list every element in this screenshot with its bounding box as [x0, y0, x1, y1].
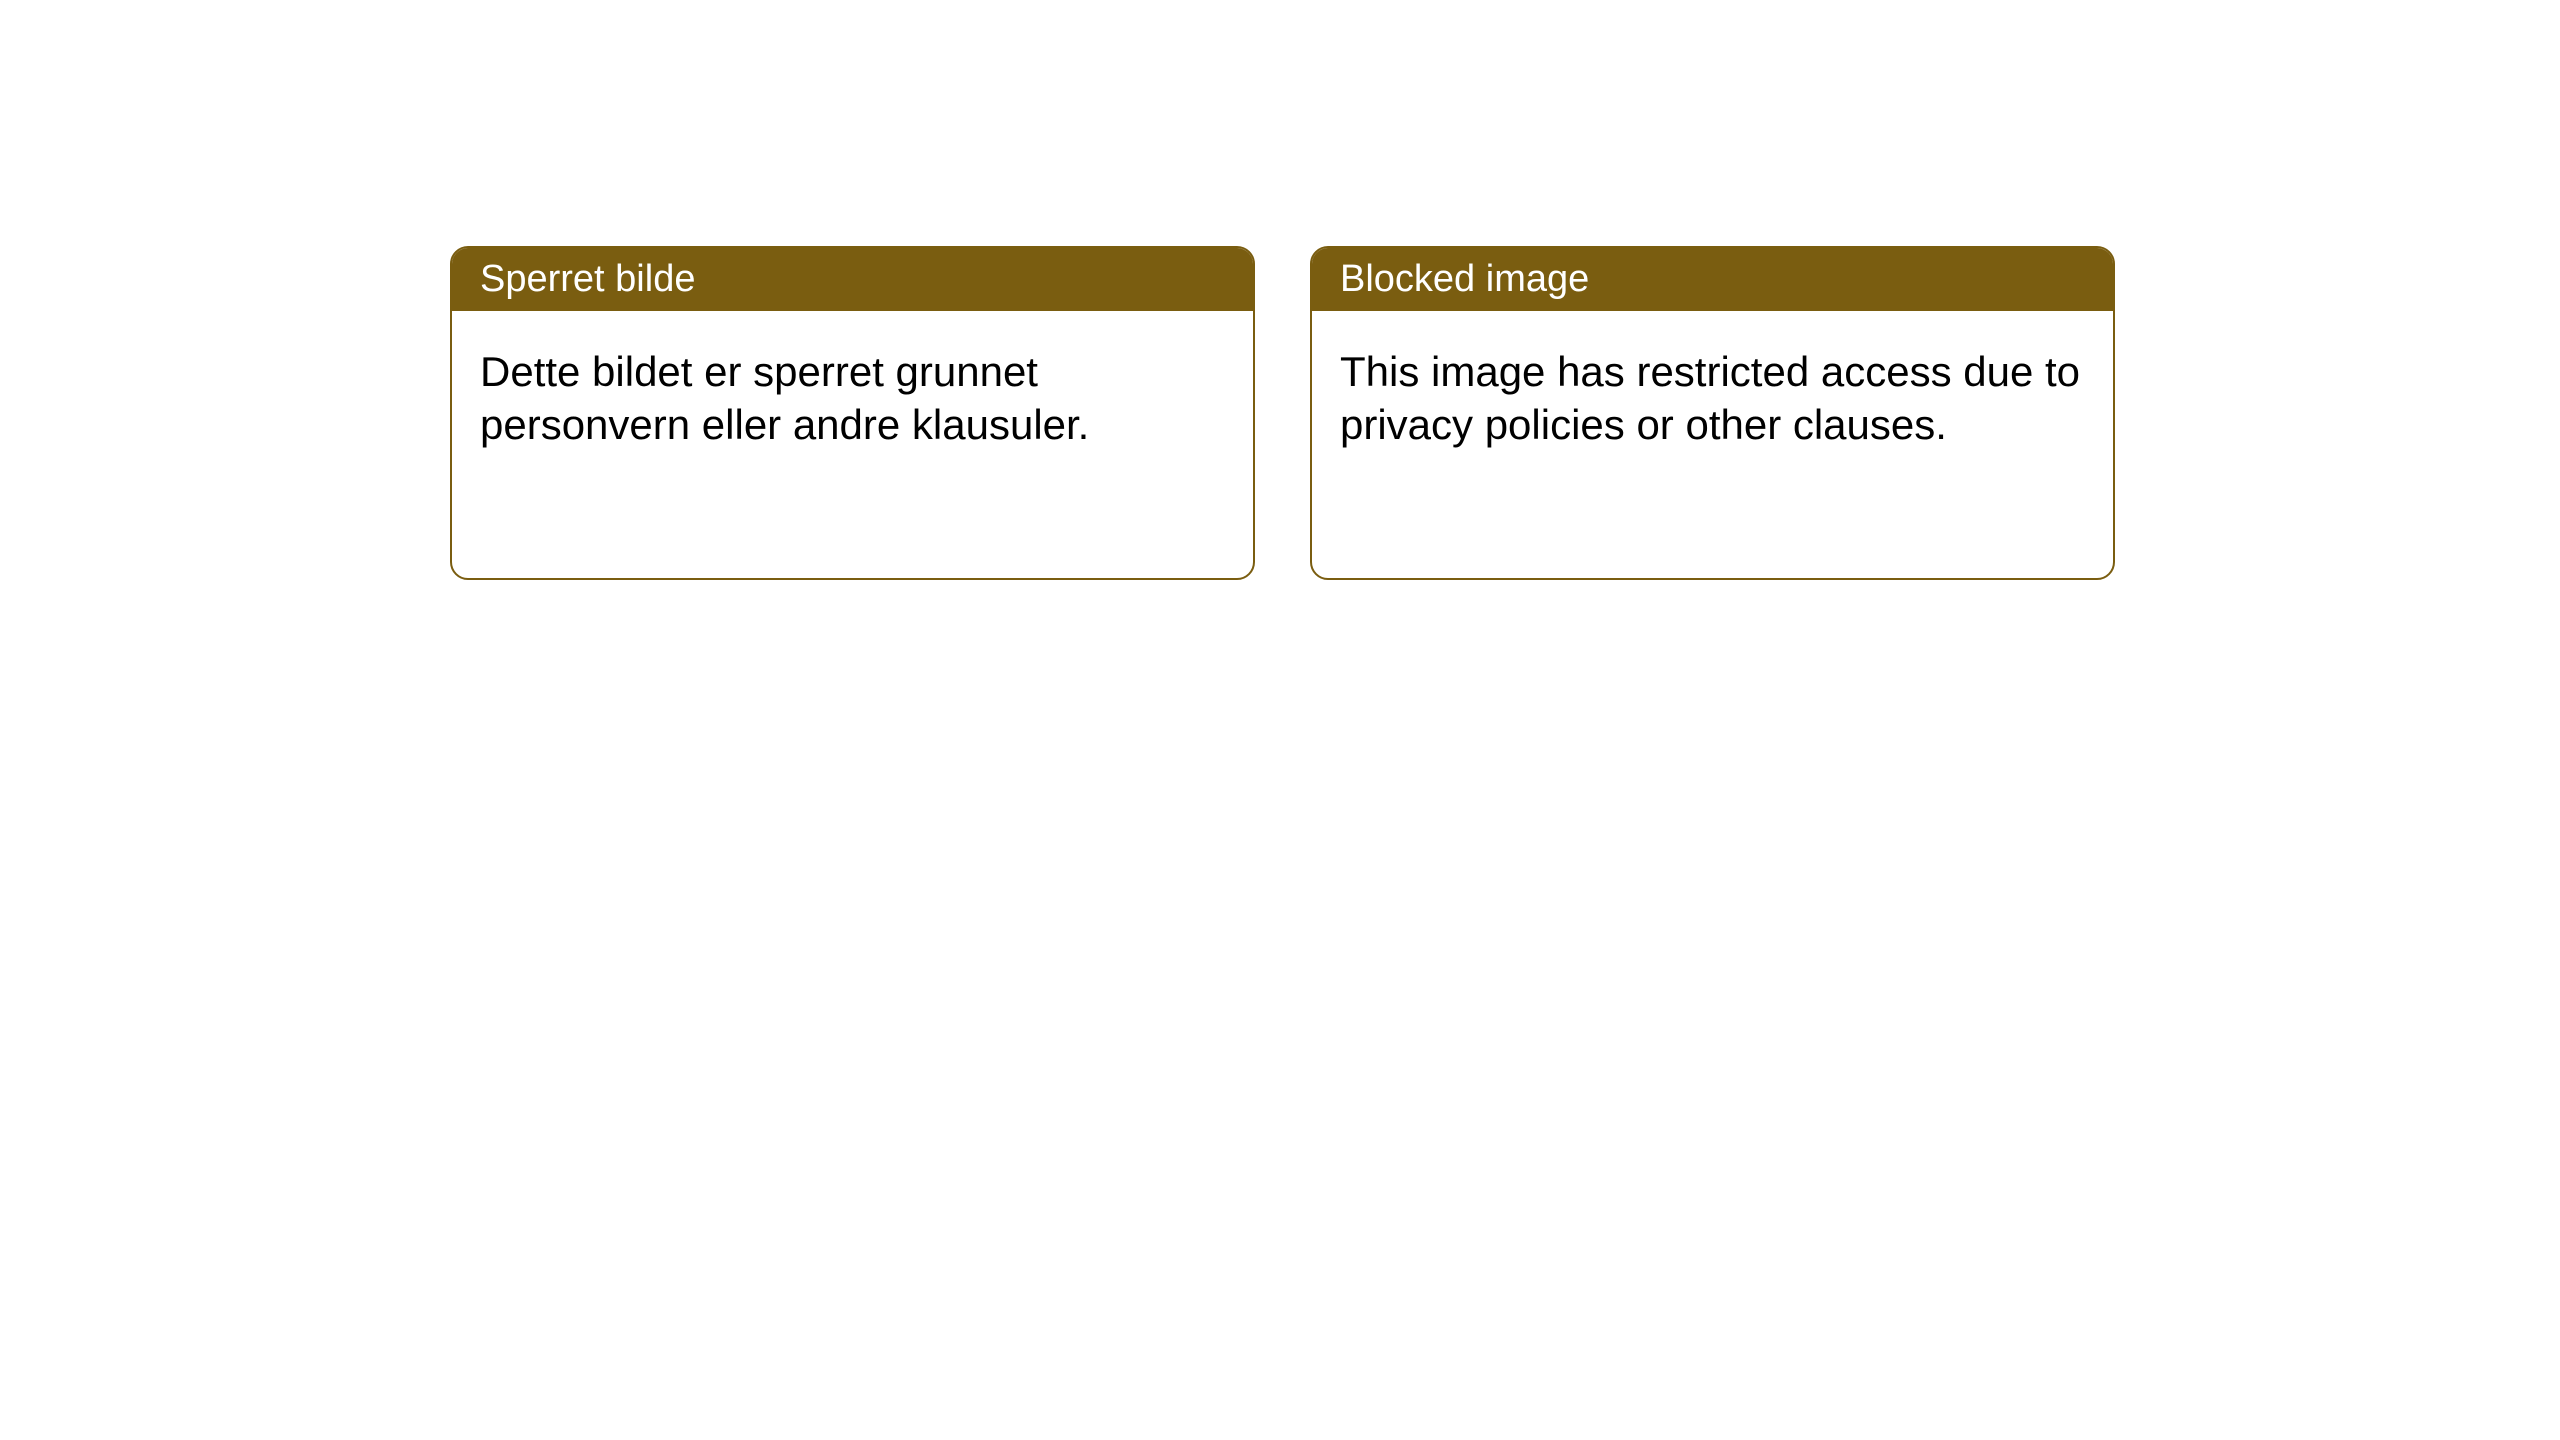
card-title: Sperret bilde	[480, 258, 695, 300]
card-body: Dette bildet er sperret grunnet personve…	[452, 311, 1253, 486]
card-body: This image has restricted access due to …	[1312, 311, 2113, 486]
card-header: Sperret bilde	[452, 248, 1253, 311]
notice-card-norwegian: Sperret bilde Dette bildet er sperret gr…	[450, 246, 1255, 580]
card-text: Dette bildet er sperret grunnet personve…	[480, 348, 1089, 448]
card-title: Blocked image	[1340, 258, 1589, 300]
notice-card-english: Blocked image This image has restricted …	[1310, 246, 2115, 580]
notice-cards-container: Sperret bilde Dette bildet er sperret gr…	[0, 0, 2560, 580]
card-text: This image has restricted access due to …	[1340, 348, 2080, 448]
card-header: Blocked image	[1312, 248, 2113, 311]
